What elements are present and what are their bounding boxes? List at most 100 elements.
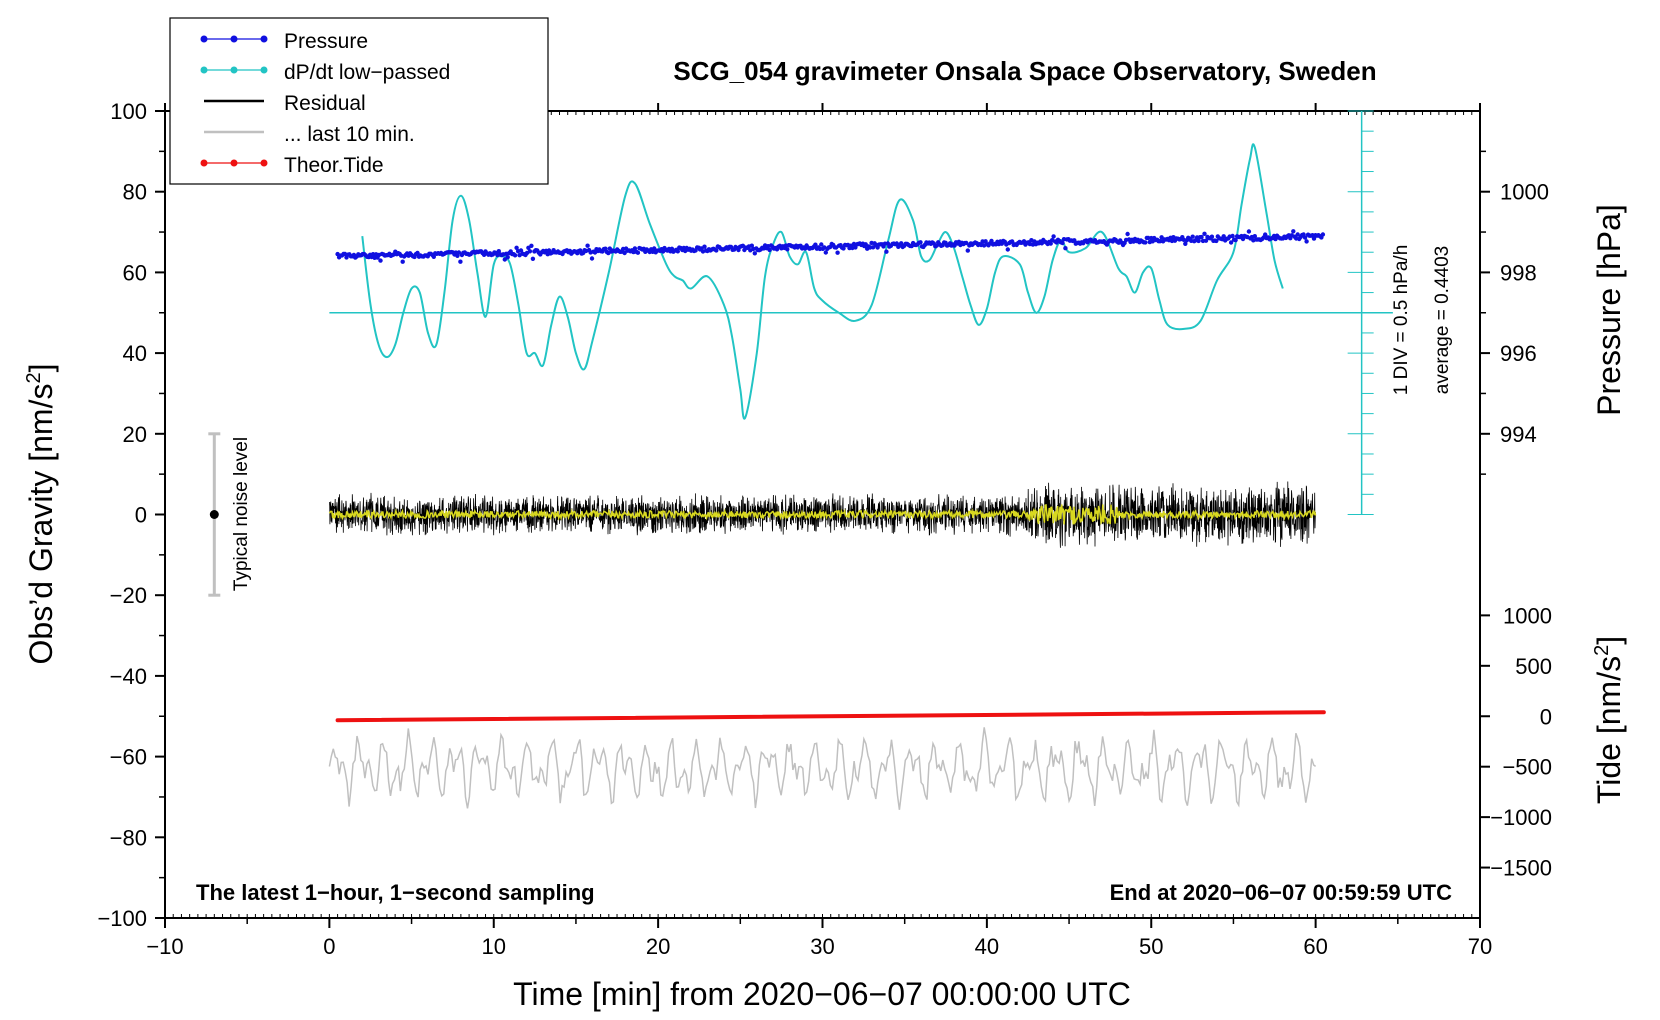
pressure-point — [1291, 229, 1296, 234]
pressure-point — [841, 246, 846, 251]
pressure-point — [1063, 246, 1068, 251]
legend-label-pressure: Pressure — [284, 30, 368, 53]
y-tick-label: −60 — [110, 745, 147, 770]
pressure-point — [965, 248, 970, 253]
last-10-min-line — [328, 727, 1317, 810]
pressure-point — [632, 246, 638, 251]
pressure-point — [1072, 238, 1077, 243]
pressure-point — [1202, 231, 1207, 236]
pressure-point — [819, 242, 824, 247]
pressure-tick-label: 998 — [1500, 260, 1537, 285]
series-group — [328, 143, 1393, 810]
tide-tick-label: −500 — [1502, 755, 1552, 780]
pressure-point — [1183, 241, 1188, 246]
pressure-point — [496, 249, 501, 254]
y-axis-title-sup: 2 — [23, 372, 45, 383]
legend: Pressure dP/dt low−passed Residual ... l… — [169, 17, 549, 185]
legend-label-dpdt: dP/dt low−passed — [284, 61, 450, 84]
tide-tick-label: 1000 — [1503, 603, 1552, 628]
y-axis-title: Obs’d Gravity [nm/s2] — [23, 364, 59, 665]
x-tick-label: 40 — [975, 934, 999, 959]
pressure-point — [1233, 237, 1238, 243]
pressure-point — [749, 243, 754, 248]
pressure-axis: 1000 998 996 994 — [1480, 150, 1549, 475]
tide-axis-title-text: Tide [nm/s — [1591, 656, 1627, 804]
pressure-point — [431, 254, 436, 259]
pressure-point — [813, 242, 818, 247]
tide-tick-label: 0 — [1540, 704, 1552, 729]
pressure-point — [964, 240, 969, 246]
legend-marker-mid-1 — [230, 66, 238, 74]
x-tick-label: 30 — [810, 934, 834, 959]
tide-axis-title-end: ] — [1591, 636, 1627, 645]
pressure-point — [455, 253, 460, 258]
pressure-point — [785, 247, 790, 252]
legend-marks — [200, 35, 268, 167]
y-tick-label: 80 — [123, 180, 147, 205]
legend-label-last10: ... last 10 min. — [284, 123, 415, 146]
pressure-point — [1221, 234, 1226, 239]
y-tick-label: −100 — [97, 906, 147, 931]
tide-axis: 1000 500 0 −500 −1000 −1500 — [1480, 603, 1552, 881]
pressure-point — [505, 255, 510, 260]
pressure-point — [675, 249, 680, 254]
legend-label-tide: Theor.Tide — [284, 154, 384, 177]
y-tick-label: 60 — [123, 260, 147, 285]
pressure-tick-label: 996 — [1500, 341, 1537, 366]
tide-tick-label: −1000 — [1490, 805, 1552, 830]
x-tick-label: 20 — [646, 934, 670, 959]
pressure-point — [870, 245, 876, 250]
tide-axis-title-sup: 2 — [1591, 645, 1613, 656]
noise-center-dot — [209, 510, 219, 519]
tide-tick-label: −1500 — [1490, 856, 1552, 881]
pressure-point — [989, 238, 994, 244]
pressure-point — [1005, 247, 1010, 252]
pressure-point — [1252, 234, 1258, 239]
theoretical-tide-line — [335, 710, 1326, 723]
pressure-point — [1051, 234, 1056, 239]
y-axis-title-text: Obs’d Gravity [nm/s — [23, 384, 59, 665]
legend-marker-mid-4 — [230, 159, 238, 167]
pressure-point — [702, 244, 707, 249]
y-tick-label: −20 — [110, 583, 147, 608]
pressure-point — [514, 245, 519, 250]
pressure-point — [752, 251, 757, 256]
x-axis: −10 0 10 20 30 40 50 60 70 — [146, 103, 1492, 959]
pressure-point — [1228, 240, 1234, 245]
y-tick-label: −40 — [110, 664, 147, 689]
sampling-note: The latest 1−hour, 1−second sampling — [196, 880, 595, 905]
residual-smoothed-line — [328, 504, 1317, 526]
pressure-point — [918, 240, 923, 245]
end-time-note: End at 2020−06−07 00:59:59 UTC — [1110, 880, 1453, 905]
pressure-point — [1304, 239, 1309, 244]
pressure-point — [1190, 234, 1195, 239]
pressure-point — [1214, 238, 1219, 244]
x-tick-label: 50 — [1139, 934, 1163, 959]
pressure-point — [512, 253, 518, 258]
pressure-point — [456, 250, 462, 255]
y-tick-label: 40 — [123, 341, 147, 366]
pressure-point — [714, 248, 719, 253]
pressure-point — [1143, 240, 1148, 245]
y-axis-title-end: ] — [23, 364, 59, 373]
average-label: average = 0.4403 — [1432, 246, 1453, 394]
pressure-point — [899, 241, 904, 246]
pressure-point — [823, 250, 828, 255]
legend-marker-left-1 — [200, 66, 208, 74]
legend-label-residual: Residual — [284, 92, 366, 115]
pressure-point — [1060, 240, 1065, 246]
tide-axis-title: Tide [nm/s2] — [1591, 636, 1627, 804]
noise-indicator — [208, 432, 221, 597]
pressure-axis-title: Pressure [hPa] — [1591, 204, 1627, 416]
chart-title: SCG_054 gravimeter Onsala Space Observat… — [673, 56, 1376, 86]
pressure-point — [530, 256, 536, 261]
legend-marker-right-0 — [260, 35, 268, 43]
pressure-point — [1209, 234, 1215, 239]
pressure-point — [1203, 238, 1209, 243]
pressure-point — [835, 250, 840, 255]
pressure-point — [378, 258, 383, 263]
x-tick-label: 60 — [1303, 934, 1327, 959]
x-tick-label: 10 — [482, 934, 506, 959]
pressure-point — [589, 256, 595, 261]
